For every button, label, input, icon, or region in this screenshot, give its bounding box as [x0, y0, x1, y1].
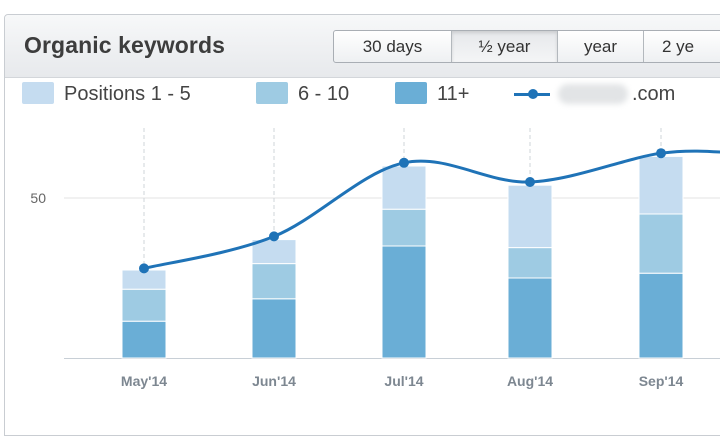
- bar-May14-6-10: [121, 288, 167, 322]
- x-tick-label-3: Aug'14: [507, 373, 553, 389]
- keywords-chart: 50 May'14 Jun'14 Jul'14 Aug'14 Sep'14: [30, 128, 720, 389]
- bar-Aug14-6-10: [507, 247, 553, 279]
- y-tick-label-50: 50: [30, 190, 46, 206]
- legend-label-positions-6-10: 6 - 10: [298, 83, 350, 105]
- widget-header: Organic keywords 30 days ½ year year 2 y…: [5, 15, 720, 78]
- blurred-domain-name: [558, 84, 628, 104]
- legend-swatch-positions-11-plus: [395, 82, 427, 104]
- bar-Sep14-11plus: [638, 272, 684, 359]
- x-tick-label-2: Jul'14: [384, 373, 423, 389]
- legend-label-domain: .com: [632, 83, 676, 105]
- bar-Jun14-6-10: [251, 263, 297, 300]
- x-tick-label-1: Jun'14: [252, 373, 296, 389]
- bar-Jul14-11plus: [381, 245, 427, 359]
- time-range-selector: 30 days ½ year year 2 ye: [333, 30, 720, 63]
- bar-May14-11plus: [121, 320, 167, 359]
- domain-line-series: [143, 149, 720, 270]
- widget-title: Organic keywords: [24, 32, 226, 58]
- bar-Sep14-1-5: [638, 155, 684, 215]
- line-point-3: [525, 177, 535, 187]
- line-point-2: [399, 157, 409, 168]
- range-30-days-button[interactable]: 30 days: [334, 31, 452, 62]
- x-tick-label-4: Sep'14: [639, 373, 684, 389]
- x-tick-label-0: May'14: [121, 373, 167, 389]
- bar-Aug14-11plus: [507, 277, 553, 359]
- bar-Aug14-1-5: [507, 184, 553, 249]
- legend-swatch-positions-6-10: [256, 82, 288, 104]
- bar-Jun14-1-5: [251, 239, 297, 265]
- line-point-1: [269, 231, 279, 242]
- bar-Jul14-1-5: [381, 165, 427, 210]
- range-year-button[interactable]: year: [558, 31, 644, 62]
- legend-label-positions-11-plus: 11+: [437, 83, 470, 105]
- legend-dot-marker: [528, 89, 538, 99]
- bar-Sep14-6-10: [638, 213, 684, 274]
- legend-swatch-positions-1-5: [22, 82, 54, 104]
- range-2-year-button[interactable]: 2 ye: [662, 37, 695, 56]
- bar-Jul14-6-10: [381, 208, 427, 247]
- legend-label-positions-1-5: Positions 1 - 5: [64, 83, 191, 105]
- line-point-4: [656, 148, 666, 159]
- range-half-year-button[interactable]: ½ year: [452, 31, 558, 62]
- line-point-0: [139, 263, 149, 274]
- bar-Jun14-11plus: [251, 298, 297, 359]
